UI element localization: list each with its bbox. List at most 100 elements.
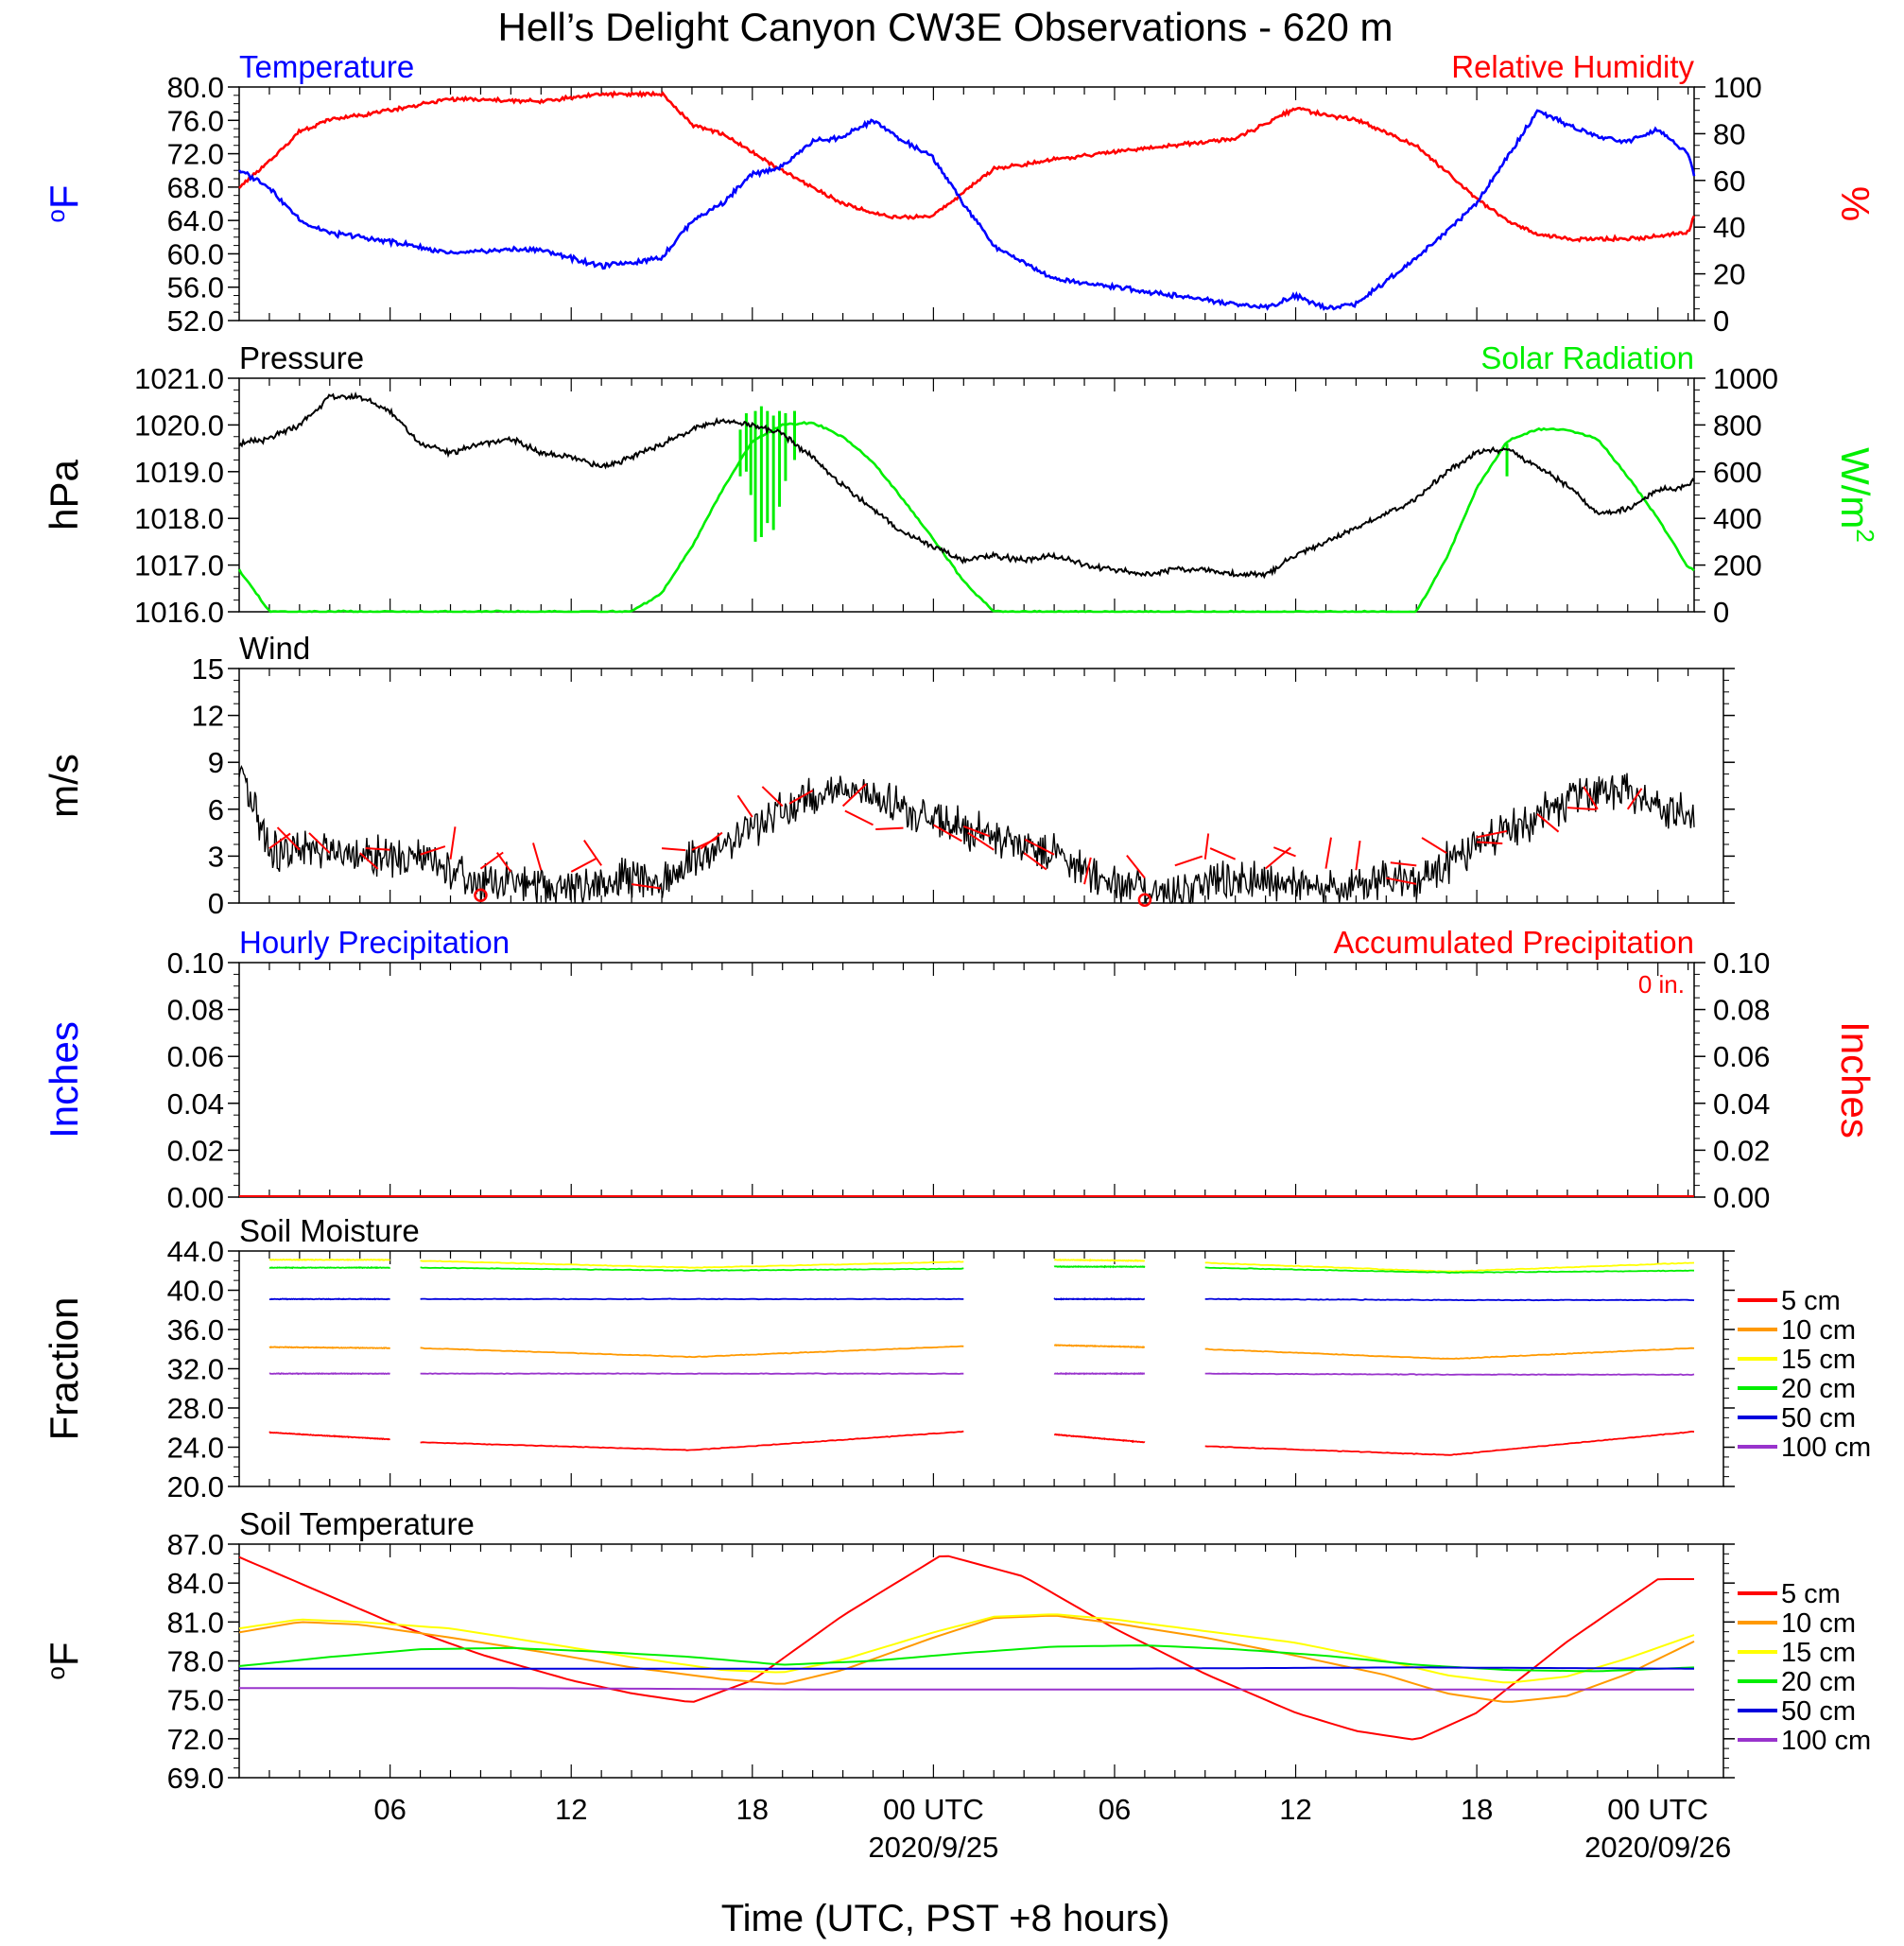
y-tick-label-left: 60.0 (167, 237, 224, 270)
series-line-soil-moisture (1204, 1261, 1695, 1273)
x-tick-label: 12 (555, 1793, 587, 1826)
wind-barb (1355, 840, 1361, 871)
wind-barb (1203, 833, 1210, 860)
series-line-soil-moisture (1204, 1266, 1695, 1275)
y-tick-label-left: 15 (192, 652, 224, 686)
legend-label: 100 cm (1781, 1726, 1871, 1756)
y-tick-label-right: 0.00 (1713, 1181, 1770, 1214)
legend-label: 20 cm (1781, 1667, 1856, 1697)
series-line-soil-moisture (420, 1430, 964, 1451)
wind-barb (932, 824, 962, 843)
y-tick-label-left: 0.08 (167, 994, 224, 1027)
y-tick-label-left: 72.0 (167, 1723, 224, 1756)
series-line-soil-moisture (1053, 1264, 1146, 1269)
wind-barb (1264, 846, 1291, 870)
wind-barb (736, 794, 753, 818)
panel-pressure-solar: 1021.0 1020.0 1019.0 1018.0 1017.0 1016.0 1000… (42, 340, 1879, 629)
wind-barb (841, 783, 867, 808)
y-tick-label-right: 100 (1713, 71, 1762, 104)
series-line-solar-radiation (237, 421, 1695, 614)
panel-precipitation: 0.10 0.08 0.06 0.04 0.02 0.00 0.10 0.08 0.06 0.04… (42, 925, 1878, 1214)
y-tick-label-right: 0.06 (1713, 1040, 1770, 1073)
y-tick-label-left: 36.0 (167, 1313, 224, 1347)
plot-frame (238, 377, 1695, 613)
x-date-label: 2020/9/25 (868, 1831, 998, 1864)
y-axis-label-left: Fraction (42, 1297, 86, 1441)
x-tick-label: 12 (1279, 1793, 1311, 1826)
series-line-soil-temperature (238, 1614, 1695, 1703)
y-tick-label-left: 0.10 (167, 947, 224, 980)
series-line-soil-moisture (1053, 1297, 1145, 1301)
series-line-soil-moisture (268, 1372, 390, 1376)
y-tick-label-right: 60 (1713, 165, 1745, 198)
wind-barb (1477, 841, 1503, 845)
wind-barb (583, 840, 602, 866)
wind-barb (1024, 838, 1055, 856)
series-line-soil-moisture (420, 1260, 964, 1269)
plot-frame (238, 1250, 1724, 1487)
series-line-soil-moisture (268, 1346, 391, 1350)
y-axis-label-right: % (1833, 186, 1878, 221)
legend-label: 50 cm (1781, 1403, 1856, 1433)
wind-barb (449, 826, 457, 860)
x-tick-label: 00 UTC (1607, 1793, 1708, 1826)
wind-barb (1583, 786, 1599, 810)
y-axis-label-right: W/m2 (1833, 447, 1879, 543)
panel-title-left: Soil Moisture (239, 1213, 420, 1248)
y-tick-label-right: 400 (1713, 502, 1762, 535)
y-tick-label-left: 20.0 (167, 1470, 224, 1503)
y-tick-label-right: 40 (1713, 211, 1745, 244)
wind-barb (1476, 829, 1508, 839)
wind-barb (1626, 788, 1643, 810)
wind-barb (570, 857, 597, 873)
y-tick-label-right: 20 (1713, 258, 1745, 291)
x-tick-label: 06 (373, 1793, 406, 1826)
panel-title-right: Accumulated Precipitation (1333, 925, 1694, 960)
wind-barb (308, 832, 331, 854)
y-tick-label-left: 72.0 (167, 138, 224, 171)
y-tick-label-left: 12 (192, 700, 224, 733)
y-axis-label-left: Inches (42, 1021, 86, 1138)
wind-barb (1566, 807, 1597, 811)
panel-title-left: Temperature (239, 49, 414, 84)
series-line-soil-moisture (268, 1431, 390, 1441)
wind-barb (1272, 846, 1296, 858)
series-line-soil-temperature (239, 1687, 1694, 1691)
y-tick-label-left: 0 (208, 887, 224, 920)
y-tick-label-left: 0.06 (167, 1040, 224, 1073)
legend-label: 100 cm (1781, 1433, 1871, 1463)
x-tick-label: 00 UTC (883, 1793, 984, 1826)
wind-barb (1536, 812, 1560, 833)
series-line-pressure (238, 391, 1695, 580)
wind-barb (962, 825, 991, 838)
wind-barb (1126, 855, 1146, 879)
series-line-soil-moisture (420, 1266, 964, 1272)
wind-barb (875, 826, 904, 831)
legend-label: 15 cm (1781, 1345, 1856, 1375)
legend-label: 10 cm (1781, 1608, 1856, 1639)
wind-barb (1083, 857, 1092, 885)
wind-barb (276, 826, 301, 851)
y-tick-label-left: 40.0 (167, 1275, 224, 1308)
series-line-temperature (237, 109, 1696, 311)
y-tick-label-right: 1000 (1713, 362, 1778, 395)
legend-label: 20 cm (1781, 1374, 1856, 1404)
wind-barb (531, 843, 543, 871)
y-tick-label-right: 800 (1713, 408, 1762, 442)
y-tick-label-left: 1018.0 (134, 502, 224, 535)
wind-barb (1174, 855, 1203, 867)
legend-label: 5 cm (1781, 1579, 1841, 1609)
series-line-soil-temperature (238, 1613, 1695, 1684)
series-line-soil-temperature (238, 1555, 1694, 1741)
y-tick-label-right: 0.10 (1713, 947, 1770, 980)
panel-title-left: Wind (239, 631, 310, 666)
y-tick-label-left: 87.0 (167, 1528, 224, 1561)
y-tick-label-right: 80 (1713, 117, 1745, 150)
y-tick-label-left: 0.00 (167, 1181, 224, 1214)
plot-frame (238, 668, 1724, 904)
panel-title-left: Hourly Precipitation (239, 925, 510, 960)
y-axis-label-left: hPa (42, 459, 86, 530)
y-tick-label-left: 78.0 (167, 1645, 224, 1678)
y-tick-label-right: 600 (1713, 456, 1762, 489)
